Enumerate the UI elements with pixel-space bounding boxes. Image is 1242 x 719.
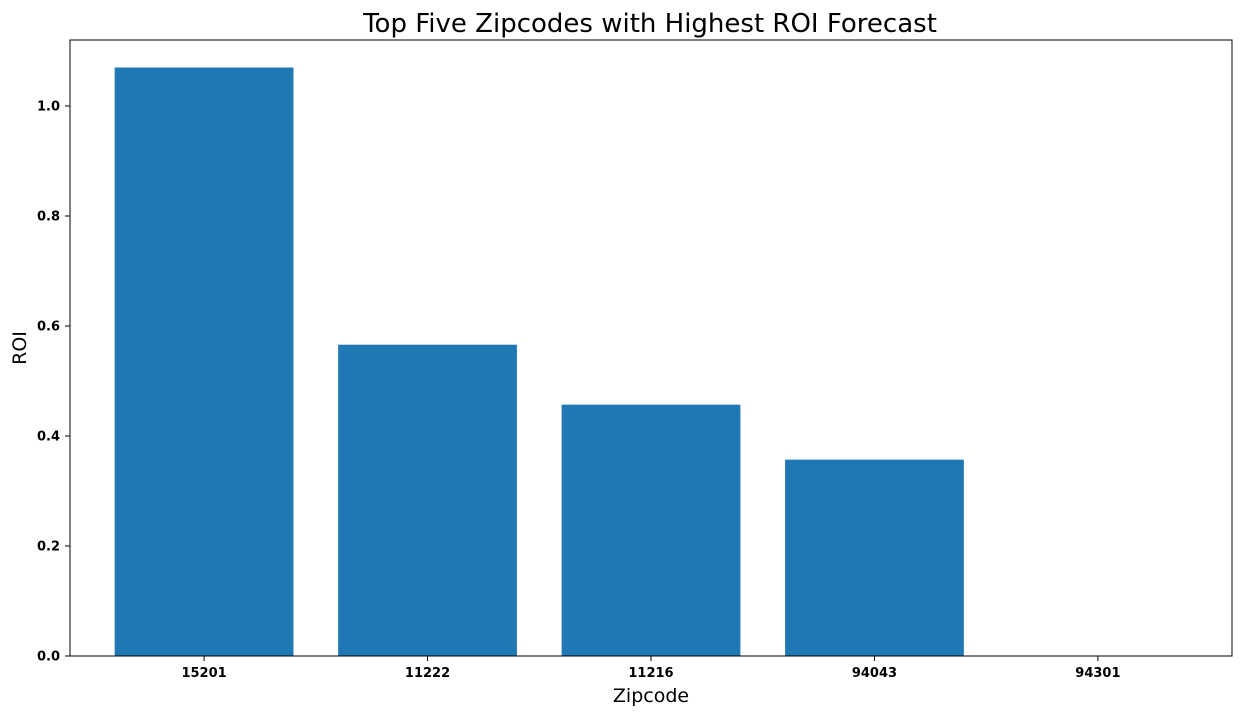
x-tick-label: 11216 <box>628 666 673 681</box>
chart-title: Top Five Zipcodes with Highest ROI Forec… <box>362 9 937 39</box>
y-tick-label: 0.4 <box>37 430 60 445</box>
y-tick-label: 0.6 <box>37 320 60 335</box>
x-axis-ticks: 15201 11222 11216 94043 94301 <box>181 656 1121 681</box>
bar-11222 <box>338 344 517 656</box>
y-tick-label: 0.8 <box>37 210 60 225</box>
y-axis-label: ROI <box>9 331 31 365</box>
bar-15201 <box>114 67 294 656</box>
y-tick-label: 0.2 <box>37 540 60 555</box>
y-tick-label: 1.0 <box>37 100 60 115</box>
plot-frame <box>69 39 1233 657</box>
bars-group <box>114 67 964 656</box>
x-tick-label: 94301 <box>1075 666 1120 681</box>
y-tick-label: 0.0 <box>37 650 60 665</box>
bar-11216 <box>561 404 741 656</box>
x-tick-label: 11222 <box>405 666 450 681</box>
x-tick-label: 15201 <box>181 666 226 681</box>
bar-94043 <box>785 459 964 656</box>
x-tick-label: 94043 <box>852 666 897 681</box>
x-axis-label: Zipcode <box>613 685 689 707</box>
y-axis-ticks: 0.0 0.2 0.4 0.6 0.8 1.0 <box>37 100 70 665</box>
